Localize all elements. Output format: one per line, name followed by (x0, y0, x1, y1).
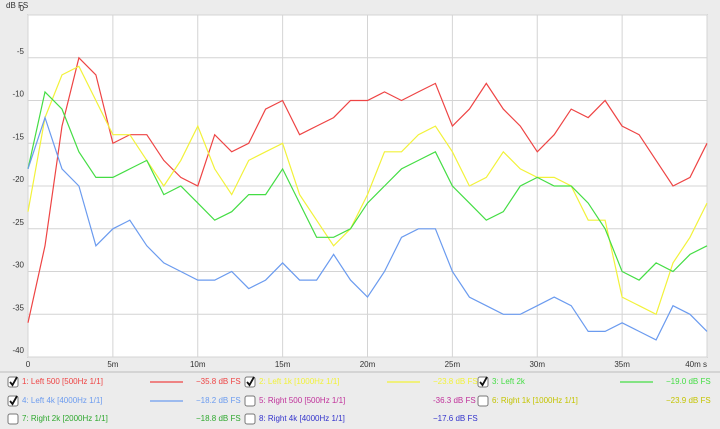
y-tick-label: 0 (20, 4, 25, 13)
y-tick-label: -25 (12, 218, 24, 227)
legend-checkmark (479, 376, 488, 387)
legend-label: 1: Left 500 [500Hz 1/1] (22, 377, 103, 386)
legend-checkbox[interactable] (7, 413, 19, 425)
series-line (27, 115, 708, 341)
y-tick-label: -40 (12, 346, 24, 355)
x-tick-label: 10m (190, 360, 206, 369)
legend-reading: −23.8 dB FS (433, 377, 478, 386)
y-tick-label: -35 (12, 303, 24, 312)
x-tick-label: 30m (529, 360, 545, 369)
legend-reading: −18.2 dB FS (196, 396, 241, 405)
legend-label: 6: Right 1k [1000Hz 1/1] (492, 396, 578, 405)
legend-checkmark (9, 376, 18, 387)
legend-checkbox[interactable] (477, 395, 489, 407)
legend-checkbox[interactable] (244, 395, 256, 407)
x-tick-label: 25m (445, 360, 461, 369)
legend-reading: −18.8 dB FS (196, 414, 241, 423)
legend-reading: −23.9 dB FS (666, 396, 711, 405)
y-tick-label: -20 (12, 175, 24, 184)
y-tick-label: -15 (12, 132, 24, 141)
x-tick-label: 5m (107, 360, 118, 369)
legend-checkbox[interactable] (244, 413, 256, 425)
x-tick-label: 40m s (685, 360, 707, 369)
legend-label: 7: Right 2k [2000Hz 1/1] (22, 414, 108, 423)
y-tick-label: -30 (12, 261, 24, 270)
x-tick-label: 0 (26, 360, 31, 369)
legend-reading: -36.3 dB FS (433, 396, 476, 405)
series-line (27, 56, 708, 323)
legend-checkmark (246, 376, 255, 387)
y-tick-label: -10 (12, 90, 24, 99)
y-tick-label: -5 (17, 47, 25, 56)
legend-label: 2: Left 1k [1000Hz 1/1] (259, 377, 340, 386)
series-line (27, 65, 708, 316)
x-tick-label: 35m (614, 360, 630, 369)
legend-reading: −35.8 dB FS (196, 377, 241, 386)
legend-reading: −19.0 dB FS (666, 377, 711, 386)
legend-label: 4: Left 4k [4000Hz 1/1] (22, 396, 103, 405)
legend-reading: −17.6 dB FS (433, 414, 478, 423)
x-tick-label: 15m (275, 360, 291, 369)
series-line (27, 90, 708, 281)
legend-label: 3: Left 2k (492, 377, 526, 386)
legend-label: 8: Right 4k [4000Hz 1/1] (259, 414, 345, 423)
legend-checkmark (9, 395, 18, 406)
x-tick-label: 20m (360, 360, 376, 369)
y-axis-label: dB FS (6, 1, 28, 10)
legend-label: 5: Right 500 [500Hz 1/1] (259, 396, 345, 405)
